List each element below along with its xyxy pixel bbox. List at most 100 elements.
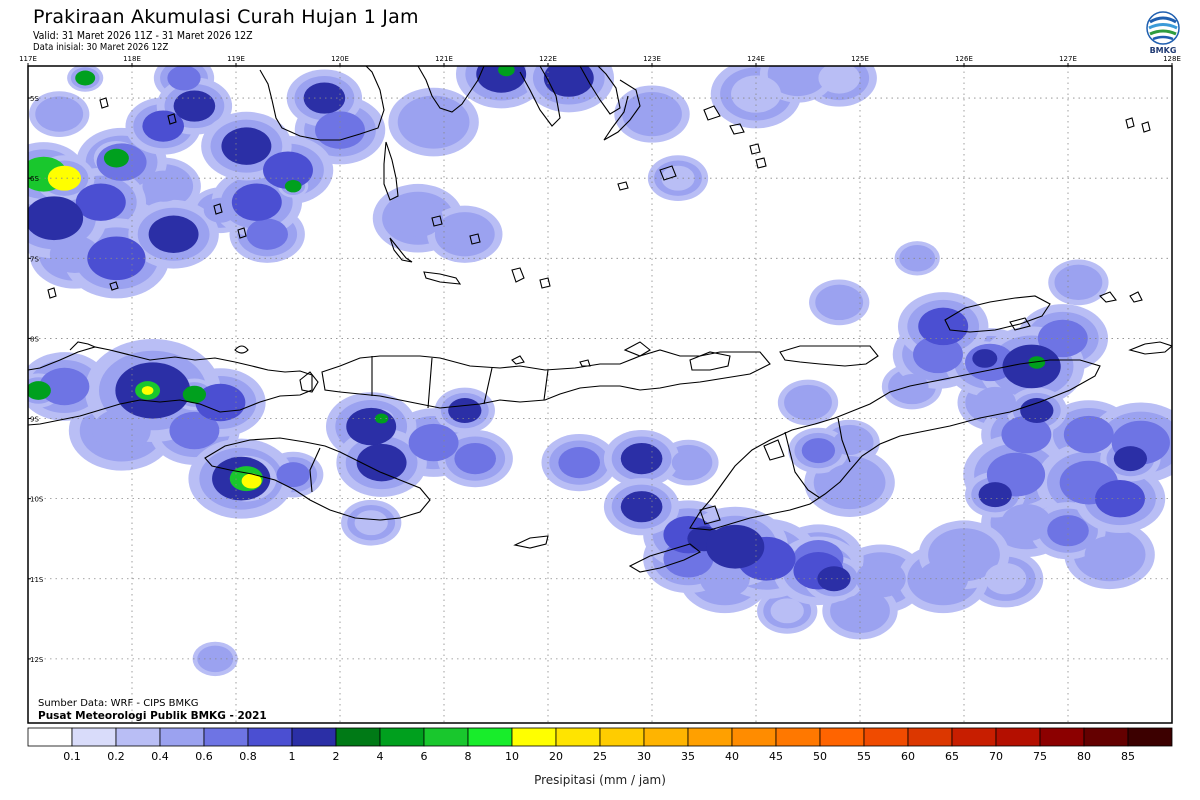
- coast-east-isles: [1099, 291, 1117, 303]
- rain-cell: [49, 235, 100, 274]
- coast-sumba-div: [309, 447, 321, 493]
- colorbar-swatch: [863, 727, 909, 747]
- lon-tick-label: 127E: [1059, 55, 1077, 63]
- rain-cell: [1020, 398, 1054, 424]
- rain-cell: [169, 411, 220, 450]
- coast-flores-div2: [427, 357, 433, 409]
- rain-cell: [801, 438, 836, 464]
- rain-cell: [75, 70, 96, 86]
- bmkg-logo-text: BMKG: [1149, 46, 1177, 55]
- colorbar-swatch: [115, 727, 161, 747]
- rain-cell: [620, 491, 663, 523]
- rain-cell: [620, 442, 663, 475]
- colorbar-swatch: [379, 727, 425, 747]
- coast-muna: [579, 66, 621, 115]
- lon-tick-label: 119E: [227, 55, 245, 63]
- coast-buton: [519, 66, 561, 127]
- rain-cell: [346, 407, 397, 446]
- lat-tick-label: 9S: [30, 416, 39, 424]
- colorbar-label: 0.4: [151, 750, 169, 763]
- colorbar-swatch: [995, 727, 1041, 747]
- colorbar-swatch: [907, 727, 953, 747]
- rain-cell: [978, 482, 1012, 508]
- coast-rote: [628, 543, 702, 573]
- colorbar-label: 8: [465, 750, 472, 763]
- colorbar-swatch: [1083, 727, 1129, 747]
- lat-tick-label: 11S: [30, 576, 44, 584]
- coast-komodo: [299, 371, 319, 393]
- rain-cell: [393, 199, 443, 237]
- coast-oecusse: [763, 439, 785, 461]
- colorbar-swatch: [1127, 727, 1173, 747]
- coast-small-7: [539, 277, 551, 289]
- rain-cell: [1095, 479, 1145, 518]
- colorbar-swatch: [1039, 727, 1085, 747]
- colorbar-swatch: [71, 727, 117, 747]
- rain-cell: [822, 289, 856, 315]
- rain-cell: [263, 151, 313, 189]
- rain-cell: [984, 563, 1027, 595]
- rain-cell: [904, 248, 930, 268]
- coast-small-3: [749, 143, 761, 155]
- colorbar-swatch: [423, 727, 469, 747]
- rain-cell: [1001, 503, 1052, 542]
- rain-cell: [558, 447, 600, 479]
- rain-cell: [75, 183, 126, 221]
- lat-tick-label: 12S: [30, 656, 44, 664]
- rain-cell: [1028, 356, 1046, 369]
- lat-tick-label: 10S: [30, 496, 44, 504]
- rain-cell: [354, 510, 388, 536]
- coast-east-isles2: [1129, 291, 1143, 303]
- coast-kupang: [699, 505, 721, 525]
- colorbar-swatch: [643, 727, 689, 747]
- colorbar-label: 6: [421, 750, 428, 763]
- coast-sulawesi-se: [417, 66, 485, 113]
- coast-small-13: [237, 227, 247, 239]
- rain-cell: [448, 398, 482, 424]
- coast-islets-1: [511, 355, 525, 365]
- rain-cell: [203, 197, 238, 223]
- rain-cell: [246, 218, 288, 250]
- rain-cell: [444, 218, 486, 250]
- rain-cell: [1113, 446, 1148, 472]
- coast-wetar: [944, 295, 1051, 333]
- rain-cell: [671, 450, 706, 476]
- rain-field: [28, 66, 1172, 677]
- rain-cell: [1063, 415, 1114, 454]
- rain-cell: [303, 82, 346, 114]
- colorbar: [27, 727, 1173, 747]
- coast-small-12: [213, 203, 223, 215]
- colorbar-swatch: [291, 727, 337, 747]
- rain-cell: [141, 386, 154, 395]
- coast-small-16: [1125, 117, 1135, 129]
- colorbar-label: 65: [945, 750, 959, 763]
- longitude-labels: 117E 118E 119E 120E 121E 122E 123E 124E 125E 126E…: [19, 55, 1181, 66]
- colorbar-label: 50: [813, 750, 827, 763]
- rain-cell: [454, 442, 497, 475]
- rain-cell: [167, 66, 201, 91]
- colorbar-swatch: [599, 727, 645, 747]
- lon-tick-label: 126E: [955, 55, 973, 63]
- colorbar-label: 10: [505, 750, 519, 763]
- rain-cell: [1047, 515, 1089, 547]
- coast-flores-div3: [483, 367, 493, 405]
- lon-tick-label: 125E: [851, 55, 869, 63]
- rain-cell: [182, 385, 207, 404]
- rain-cell: [142, 170, 184, 202]
- rain-cell: [776, 66, 819, 90]
- coast-sawu: [513, 535, 549, 549]
- rain-cell: [699, 560, 750, 598]
- rain-cell: [39, 367, 90, 406]
- coast-selayar: [383, 141, 399, 201]
- rain-cell: [47, 165, 82, 191]
- colorbar-xlabel: Presipitasi (mm / jam): [534, 773, 666, 787]
- colorbar-label: 80: [1077, 750, 1091, 763]
- coast-flores-div4: [543, 369, 549, 401]
- coast-small-14: [99, 97, 109, 109]
- colorbar-swatch: [731, 727, 777, 747]
- colorbar-label: 0.8: [239, 750, 257, 763]
- rain-cell: [543, 66, 594, 97]
- coast-alor: [779, 345, 879, 367]
- map-frame: [27, 65, 1173, 724]
- colorbar-label: 55: [857, 750, 871, 763]
